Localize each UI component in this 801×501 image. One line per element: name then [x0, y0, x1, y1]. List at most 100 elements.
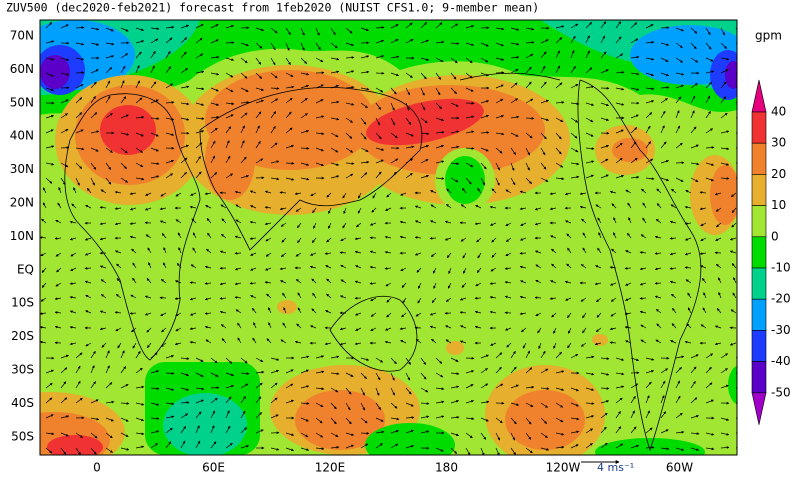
wind-arrow [45, 129, 54, 134]
wind-arrow [720, 27, 725, 36]
wind-arrow [360, 55, 370, 59]
wind-arrow [504, 280, 512, 284]
wind-arrow [405, 87, 411, 96]
wind-arrow [309, 252, 317, 256]
wind-arrow [615, 71, 625, 74]
wind-arrow [465, 147, 475, 150]
wind-arrow [174, 280, 182, 284]
wind-arrow [165, 83, 174, 89]
wind-arrow [522, 342, 527, 349]
wind-arrow [255, 72, 263, 79]
wind-arrow [255, 140, 261, 149]
wind-arrow [85, 310, 92, 314]
wind-arrow [384, 327, 392, 331]
colorbar-cap [751, 392, 767, 425]
wind-arrow [120, 132, 130, 136]
wind-arrow [420, 87, 425, 96]
wind-arrow [596, 312, 602, 318]
wind-arrow [615, 87, 625, 91]
wind-arrow [510, 162, 515, 171]
wind-arrow [328, 222, 332, 229]
wind-arrow [57, 202, 62, 209]
wind-arrow [69, 295, 77, 299]
wind-arrow [315, 115, 325, 119]
wind-arrow [180, 102, 190, 106]
lon-label: 60W [666, 461, 693, 475]
wind-arrow [510, 132, 519, 137]
wind-arrow [405, 117, 412, 125]
wind-arrow [435, 72, 441, 80]
wind-arrow [144, 312, 152, 316]
wind-arrow [204, 325, 212, 329]
wind-arrow [300, 42, 305, 51]
wind-arrow [235, 204, 242, 209]
wind-arrow [420, 132, 430, 136]
wind-arrow [75, 365, 81, 374]
wind-arrow [570, 117, 579, 123]
wind-arrow [240, 72, 248, 79]
wind-arrow [705, 128, 714, 134]
wind-arrow [252, 337, 257, 344]
wind-arrow [630, 38, 639, 44]
wind-arrow [600, 117, 610, 122]
wind-arrow [405, 145, 415, 149]
wind-arrow [253, 322, 257, 329]
wind-arrow [670, 293, 677, 299]
wind-arrow [375, 132, 382, 140]
wind-arrow [240, 87, 249, 92]
wind-arrow [357, 207, 362, 214]
wind-arrow [490, 342, 497, 346]
wind-arrow [45, 369, 54, 374]
wind-arrow [195, 357, 204, 362]
colorbar-segment [751, 361, 767, 394]
wind-arrow [205, 339, 212, 344]
wind-arrow [660, 177, 670, 182]
wind-arrow [580, 342, 587, 347]
wind-arrow [537, 327, 542, 334]
wind-arrow [570, 102, 580, 106]
wind-arrow [480, 114, 490, 119]
wind-arrow [75, 147, 85, 151]
wind-arrow [705, 27, 711, 36]
wind-arrow [564, 220, 572, 224]
wind-arrow [675, 355, 685, 359]
wind-arrow [330, 175, 340, 179]
wind-arrow [150, 117, 160, 120]
wind-arrow [690, 57, 699, 63]
wind-arrow [90, 27, 100, 31]
wind-arrow [375, 55, 385, 59]
wind-arrow [585, 22, 593, 29]
wind-arrow [660, 42, 670, 46]
wind-arrow [339, 327, 347, 331]
wind-arrow [210, 127, 218, 134]
wind-arrow [384, 250, 392, 254]
wind-arrow [225, 24, 235, 29]
wind-arrow [270, 160, 280, 164]
wind-arrow [655, 339, 662, 344]
wind-arrow [672, 307, 677, 314]
wind-arrow [345, 56, 355, 59]
wind-arrow [521, 327, 527, 333]
colorbar-cap [751, 79, 767, 113]
wind-arrow [553, 342, 557, 349]
wind-arrow [270, 87, 280, 90]
wind-arrow [162, 262, 167, 269]
wind-arrow [219, 310, 227, 314]
wind-arrow [192, 247, 197, 254]
wind-arrow [465, 57, 473, 64]
wind-arrow [567, 342, 572, 349]
wind-arrow [525, 27, 535, 31]
wind-arrow [714, 342, 722, 346]
wind-arrow [654, 235, 662, 239]
wind-arrow [234, 251, 242, 255]
wind-arrow [615, 129, 624, 134]
lat-labels: 70N 60N 50N 40N 30N 20N 10N EQ 10S 20S 30S 40S 50S [10, 29, 34, 444]
wind-arrow [390, 38, 399, 44]
wind-arrow [594, 282, 602, 286]
wind-arrow [660, 141, 667, 149]
wind-arrow [84, 237, 92, 241]
wind-arrow [684, 266, 692, 270]
wind-arrow [715, 264, 722, 269]
wind-arrow [195, 156, 201, 164]
wind-arrow [475, 204, 482, 209]
